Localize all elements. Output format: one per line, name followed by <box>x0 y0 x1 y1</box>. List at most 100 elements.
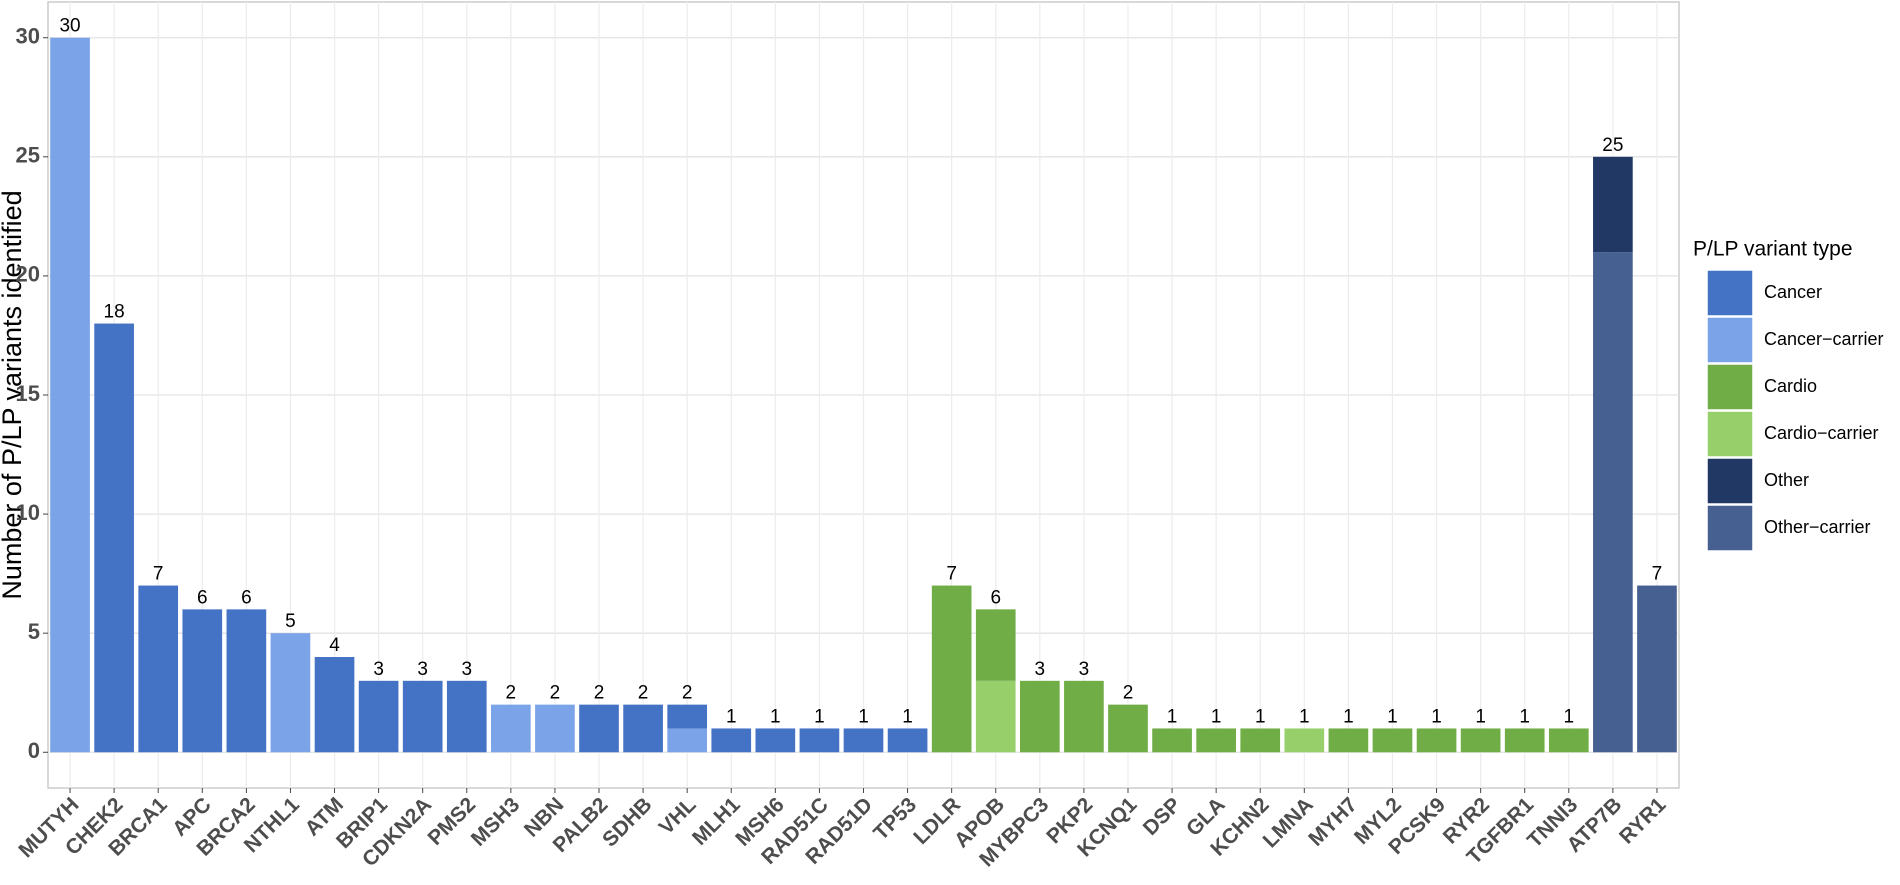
bar-segment <box>711 728 752 753</box>
total-label: 1 <box>726 706 737 727</box>
total-label: 1 <box>902 706 913 727</box>
bar-segment <box>755 728 796 753</box>
total-label: 7 <box>1652 564 1663 585</box>
bar-segment <box>1460 728 1501 753</box>
bar-segment <box>446 680 487 753</box>
total-label: 7 <box>946 564 957 585</box>
y-tick-label: 0 <box>28 738 40 763</box>
legend-key <box>1706 410 1754 458</box>
bar-segment <box>94 323 134 753</box>
total-label: 2 <box>682 683 693 704</box>
total-label: 1 <box>1211 706 1222 727</box>
bar-segment <box>491 704 531 753</box>
x-tick-label: MSH3 <box>467 793 525 851</box>
bar-segment <box>1064 680 1104 753</box>
y-tick-label: 10 <box>16 500 40 525</box>
bar-segment <box>1019 680 1060 753</box>
bar-segment <box>931 585 972 753</box>
y-tick-label: 30 <box>16 24 40 49</box>
legend-label: Cancer <box>1764 282 1822 302</box>
legend-label: Other <box>1764 470 1809 490</box>
total-label: 1 <box>814 706 825 727</box>
bar-segment <box>1593 252 1633 753</box>
bar-segment <box>1593 156 1633 253</box>
bar-segment <box>1637 585 1677 753</box>
bar-segment <box>1284 728 1325 753</box>
total-label: 3 <box>1079 659 1090 680</box>
total-label: 1 <box>770 706 781 727</box>
bar-segment <box>975 609 1016 681</box>
y-tick-label: 15 <box>16 381 40 406</box>
total-label: 1 <box>1564 706 1575 727</box>
x-tick-label: MLH1 <box>688 793 745 850</box>
total-label: 1 <box>858 706 869 727</box>
bar-segment <box>1240 728 1281 753</box>
total-label: 1 <box>1431 706 1442 727</box>
bar-segment <box>623 704 663 753</box>
legend-label: Cardio−carrier <box>1764 423 1879 443</box>
total-label: 4 <box>329 635 340 656</box>
total-label: 5 <box>285 611 296 632</box>
total-label: 1 <box>1255 706 1266 727</box>
bar-segment <box>1372 728 1413 753</box>
y-tick-label: 20 <box>16 262 40 287</box>
legend-title: P/LP variant type <box>1693 238 1853 261</box>
bar-segment <box>1152 728 1192 753</box>
bar-segment <box>667 728 708 753</box>
bar-segment <box>579 704 619 753</box>
x-tick-label: DSP <box>1139 793 1186 840</box>
total-label: 1 <box>1475 706 1486 727</box>
bar-segment <box>1196 728 1236 753</box>
x-tick-label: RYR1 <box>1615 793 1671 849</box>
bar-segment <box>799 728 840 753</box>
legend-key <box>1706 457 1754 505</box>
y-axis-label: Number of P/LP variants identified <box>0 190 27 599</box>
bar-segment <box>1416 728 1457 753</box>
x-tick-label: SDHB <box>598 793 656 851</box>
total-label: 18 <box>104 302 125 323</box>
total-label: 2 <box>638 683 649 704</box>
bar-segment <box>843 728 884 753</box>
total-label: 3 <box>373 659 384 680</box>
bar-segment <box>138 585 179 753</box>
y-tick-label: 5 <box>28 619 40 644</box>
legend-key <box>1706 504 1754 552</box>
legend-label: Cardio <box>1764 376 1817 396</box>
total-label: 3 <box>417 659 428 680</box>
total-label: 2 <box>506 683 517 704</box>
bar-segment <box>535 704 575 753</box>
total-label: 25 <box>1602 135 1623 156</box>
total-label: 1 <box>1387 706 1398 727</box>
bar-segment <box>887 728 928 753</box>
legend-key <box>1706 316 1754 364</box>
bar-segment <box>226 609 267 753</box>
bar-segment <box>358 680 399 753</box>
x-tick-label: PMS2 <box>424 793 481 850</box>
total-label: 7 <box>153 564 164 585</box>
total-label: 6 <box>990 587 1001 608</box>
bar-segment <box>1504 728 1545 753</box>
legend-label: Other−carrier <box>1764 517 1871 537</box>
bar-segment <box>667 704 708 729</box>
total-label: 3 <box>461 659 472 680</box>
legend-key <box>1706 363 1754 411</box>
x-tick-label: MYH7 <box>1304 793 1362 851</box>
bar-segment <box>270 633 311 753</box>
bar-segment <box>314 657 355 753</box>
total-label: 1 <box>1519 706 1530 727</box>
legend-label: Cancer−carrier <box>1764 329 1884 349</box>
total-label: 6 <box>197 587 208 608</box>
total-label: 2 <box>550 683 561 704</box>
y-tick-label: 25 <box>16 143 40 168</box>
bar-segment <box>1548 728 1589 753</box>
bar-segment <box>182 609 223 753</box>
total-label: 6 <box>241 587 252 608</box>
total-label: 3 <box>1035 659 1046 680</box>
total-label: 30 <box>59 16 80 37</box>
total-label: 1 <box>1343 706 1354 727</box>
total-label: 2 <box>1123 683 1134 704</box>
total-label: 1 <box>1299 706 1310 727</box>
total-label: 1 <box>1167 706 1178 727</box>
bar-segment <box>402 680 443 753</box>
